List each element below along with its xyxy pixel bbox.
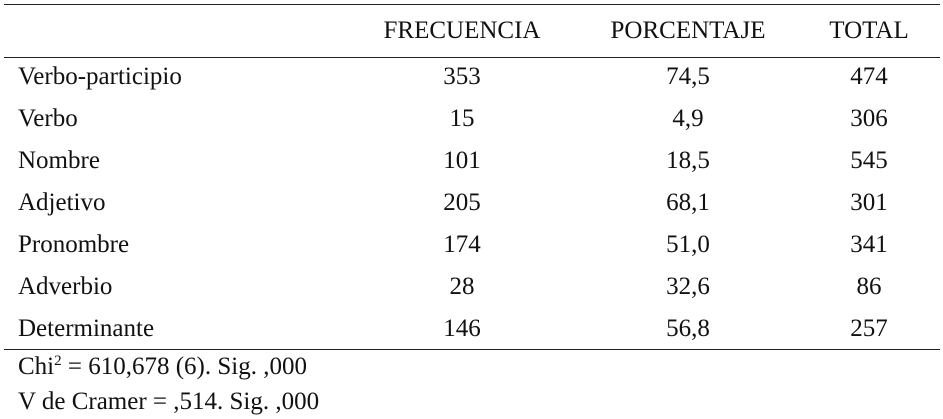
- table-cell: 15: [449, 105, 475, 132]
- table-cell: 68,1: [666, 189, 710, 216]
- row-label: Verbo: [18, 105, 78, 132]
- column-header: FRECUENCIA: [383, 17, 541, 44]
- table-cell: 205: [443, 189, 481, 216]
- bottom-rule: [4, 349, 940, 350]
- cramer-note: V de Cramer = ,514. Sig. ,000: [18, 388, 320, 415]
- table-cell: 545: [850, 147, 888, 174]
- chi-superscript: 2: [54, 353, 62, 369]
- column-header: TOTAL: [829, 17, 909, 44]
- table-cell: 32,6: [666, 273, 710, 300]
- table-cell: 101: [443, 147, 481, 174]
- row-label: Pronombre: [18, 231, 130, 258]
- table-cell: 51,0: [666, 231, 710, 258]
- row-label: Adjetivo: [18, 189, 106, 216]
- chi-rest: = 610,678 (6). Sig. ,000: [61, 353, 307, 380]
- row-label: Nombre: [18, 147, 100, 174]
- chi-prefix: Chi: [18, 353, 55, 380]
- chi-note: Chi2 = 610,678 (6). Sig. ,000: [18, 352, 307, 382]
- table-cell: 306: [850, 105, 888, 132]
- row-label: Verbo-participio: [18, 63, 182, 90]
- table-cell: 4,9: [672, 105, 704, 132]
- table-cell: 341: [850, 231, 888, 258]
- table-cell: 74,5: [666, 63, 710, 90]
- column-header: PORCENTAJE: [610, 17, 766, 44]
- row-label: Determinante: [18, 315, 155, 342]
- table-cell: 174: [443, 231, 481, 258]
- table-cell: 56,8: [666, 315, 710, 342]
- table-cell: 474: [850, 63, 888, 90]
- table-cell: 146: [443, 315, 481, 342]
- header-rule: [4, 57, 940, 58]
- row-label: Adverbio: [18, 273, 113, 300]
- table-cell: 86: [856, 273, 882, 300]
- table-cell: 353: [443, 63, 481, 90]
- top-rule: [4, 4, 940, 5]
- table-cell: 257: [850, 315, 888, 342]
- table-cell: 28: [449, 273, 475, 300]
- table-cell: 18,5: [666, 147, 710, 174]
- table-cell: 301: [850, 189, 888, 216]
